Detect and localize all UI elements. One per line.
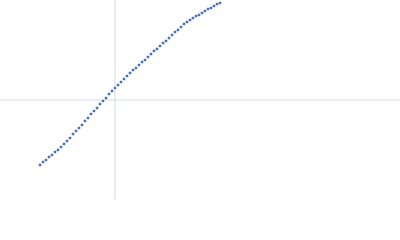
data-point <box>83 119 87 123</box>
data-point <box>155 47 159 51</box>
data-point <box>86 116 90 120</box>
data-point <box>164 39 168 43</box>
data-point <box>134 66 138 70</box>
data-point <box>191 16 195 20</box>
data-point <box>77 126 81 130</box>
data-point <box>146 55 150 59</box>
data-point <box>212 4 216 8</box>
data-point <box>128 71 132 75</box>
data-point <box>44 158 48 162</box>
data-point <box>95 106 99 110</box>
data-point <box>80 123 84 127</box>
data-point <box>194 14 198 18</box>
data-point <box>62 142 66 146</box>
data-point <box>110 89 114 93</box>
chart <box>0 0 400 200</box>
data-point <box>158 44 162 48</box>
data-point <box>206 7 210 11</box>
data-point <box>167 36 171 40</box>
data-point <box>74 129 78 133</box>
data-point <box>149 52 153 56</box>
data-point <box>107 92 111 96</box>
data-point <box>179 25 183 29</box>
data-point <box>182 22 186 26</box>
data-point <box>53 150 57 154</box>
data-point <box>41 160 45 164</box>
data-point <box>215 2 219 6</box>
data-point <box>197 13 201 17</box>
data-point <box>152 49 156 53</box>
data-point <box>47 155 51 159</box>
data-point <box>218 1 222 5</box>
data-point <box>89 112 93 116</box>
data-point <box>185 20 189 24</box>
data-point <box>59 145 63 149</box>
page: {"chart_data": {"type": "scatter", "x": … <box>0 0 400 200</box>
data-point <box>98 102 102 106</box>
data-point <box>65 139 69 143</box>
data-point <box>113 86 117 90</box>
data-point <box>131 68 135 72</box>
data-point <box>50 153 54 157</box>
data-point <box>161 41 165 45</box>
data-point <box>137 63 141 67</box>
data-point <box>101 99 105 103</box>
data-point <box>200 11 204 15</box>
data-point <box>122 77 126 81</box>
data-point <box>176 28 180 32</box>
data-point <box>71 132 75 136</box>
data-point <box>68 136 72 140</box>
data-point <box>104 96 108 100</box>
data-point <box>38 163 42 167</box>
data-point <box>56 148 60 152</box>
data-point <box>140 60 144 64</box>
data-point <box>209 6 213 10</box>
data-point <box>119 80 123 84</box>
data-point <box>188 18 192 22</box>
data-point <box>173 30 177 34</box>
data-point <box>170 33 174 37</box>
data-point <box>125 74 129 78</box>
data-point <box>143 58 147 62</box>
data-point <box>92 109 96 113</box>
data-point <box>203 9 207 13</box>
data-point <box>116 83 120 87</box>
